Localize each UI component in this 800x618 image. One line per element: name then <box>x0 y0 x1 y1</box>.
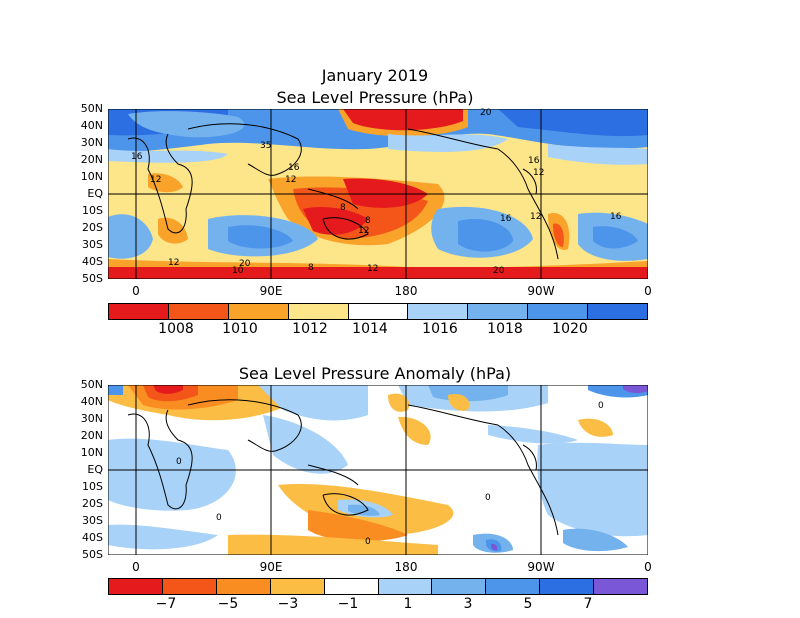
lat-label: 40S <box>82 255 103 268</box>
colorbar-label: 7 <box>583 596 593 612</box>
lat-label: EQ <box>87 463 103 476</box>
contour-label: 12 <box>533 168 545 178</box>
contour-label: 8 <box>340 203 346 213</box>
colorbar-label: −3 <box>277 596 299 612</box>
colorbar-label: 3 <box>463 596 473 612</box>
lon-label: 0 <box>132 560 140 574</box>
lat-label: 50S <box>82 272 103 285</box>
colorbar-label: −1 <box>337 596 359 612</box>
contour-label: 12 <box>358 226 370 236</box>
lat-label: 50N <box>80 102 103 115</box>
lat-label: 10N <box>80 170 103 183</box>
contour-label: 35 <box>260 141 272 151</box>
contour-label: 8 <box>365 216 371 226</box>
colorbar-swatch <box>109 579 163 594</box>
lat-label: 10S <box>82 204 103 217</box>
lat-label: EQ <box>87 187 103 200</box>
contour-label: 16 <box>500 214 512 224</box>
lat-label: 30N <box>80 136 103 149</box>
lat-label: 40S <box>82 531 103 544</box>
colorbar-swatch <box>348 304 409 319</box>
lat-label: 20S <box>82 497 103 510</box>
panel1-title-line1: January 2019 <box>321 66 429 85</box>
slp-map <box>108 109 648 279</box>
contour-label: 16 <box>528 156 540 166</box>
contour-label: 20 <box>493 266 505 276</box>
colorbar-swatch <box>540 579 595 594</box>
colorbar-swatch <box>324 579 379 594</box>
contour-label: 10 <box>232 266 244 276</box>
lat-label: 30N <box>80 412 103 425</box>
lat-label: 50N <box>80 378 103 391</box>
lat-label: 20N <box>80 429 103 442</box>
colorbar-label: 1016 <box>422 321 458 337</box>
anomaly-colorbar <box>108 578 648 595</box>
colorbar-label: 1 <box>403 596 413 612</box>
contour-label: 0 <box>365 537 371 547</box>
contour-label: 16 <box>288 163 300 173</box>
contour-label: 12 <box>168 258 180 268</box>
colorbar-swatch <box>109 304 169 319</box>
contour-label: 20 <box>239 259 251 269</box>
colorbar-label: 1012 <box>292 321 328 337</box>
panel1-title-line2: Sea Level Pressure (hPa) <box>276 88 474 107</box>
panel2-title: Sea Level Pressure Anomaly (hPa) <box>238 364 512 383</box>
lon-label: 0 <box>644 560 652 574</box>
colorbar-swatch <box>168 304 229 319</box>
contour-label: 0 <box>176 457 182 467</box>
colorbar-swatch <box>288 304 349 319</box>
lon-label: 90E <box>259 284 283 298</box>
colorbar-swatch <box>378 579 433 594</box>
colorbar-swatch <box>228 304 289 319</box>
slp-colorbar <box>108 303 648 320</box>
colorbar-swatch <box>486 579 541 594</box>
lon-label: 90E <box>259 560 283 574</box>
colorbar-swatch <box>528 304 589 319</box>
colorbar-label: 5 <box>523 596 533 612</box>
contour-label: 12 <box>530 212 542 222</box>
colorbar-label: 1010 <box>222 321 258 337</box>
lat-label: 20N <box>80 153 103 166</box>
contour-label: 0 <box>598 401 604 411</box>
colorbar-label: 1020 <box>552 321 588 337</box>
contour-label: 0 <box>485 493 491 503</box>
colorbar-swatch <box>468 304 529 319</box>
contour-label: 20 <box>480 108 492 118</box>
contour-label: 12 <box>150 175 162 185</box>
slp-anomaly-map <box>108 385 648 555</box>
contour-label: 16 <box>131 152 143 162</box>
colorbar-swatch <box>408 304 469 319</box>
colorbar-label: −5 <box>217 596 239 612</box>
lat-label: 20S <box>82 221 103 234</box>
lon-label: 180 <box>394 284 418 298</box>
contour-label: 12 <box>367 264 379 274</box>
lat-label: 40N <box>80 395 103 408</box>
lon-label: 0 <box>132 284 140 298</box>
colorbar-swatch <box>216 579 271 594</box>
contour-label: 0 <box>216 513 222 523</box>
lat-label: 10S <box>82 480 103 493</box>
lon-label: 90W <box>527 284 555 298</box>
contour-label: 8 <box>308 263 314 273</box>
lon-label: 0 <box>644 284 652 298</box>
colorbar-swatch <box>270 579 325 594</box>
contour-label: 12 <box>285 175 297 185</box>
colorbar-label: −7 <box>155 596 177 612</box>
lat-label: 50S <box>82 548 103 561</box>
colorbar-swatch <box>588 304 648 319</box>
contour-label: 16 <box>610 212 622 222</box>
lon-label: 180 <box>394 560 418 574</box>
colorbar-swatch <box>594 579 648 594</box>
colorbar-swatch <box>162 579 217 594</box>
lat-label: 10N <box>80 446 103 459</box>
lat-label: 30S <box>82 514 103 527</box>
colorbar-swatch <box>432 579 487 594</box>
colorbar-label: 1018 <box>487 321 523 337</box>
colorbar-label: 1014 <box>352 321 388 337</box>
lon-label: 90W <box>527 560 555 574</box>
lat-label: 40N <box>80 119 103 132</box>
colorbar-label: 1008 <box>158 321 194 337</box>
lat-label: 30S <box>82 238 103 251</box>
